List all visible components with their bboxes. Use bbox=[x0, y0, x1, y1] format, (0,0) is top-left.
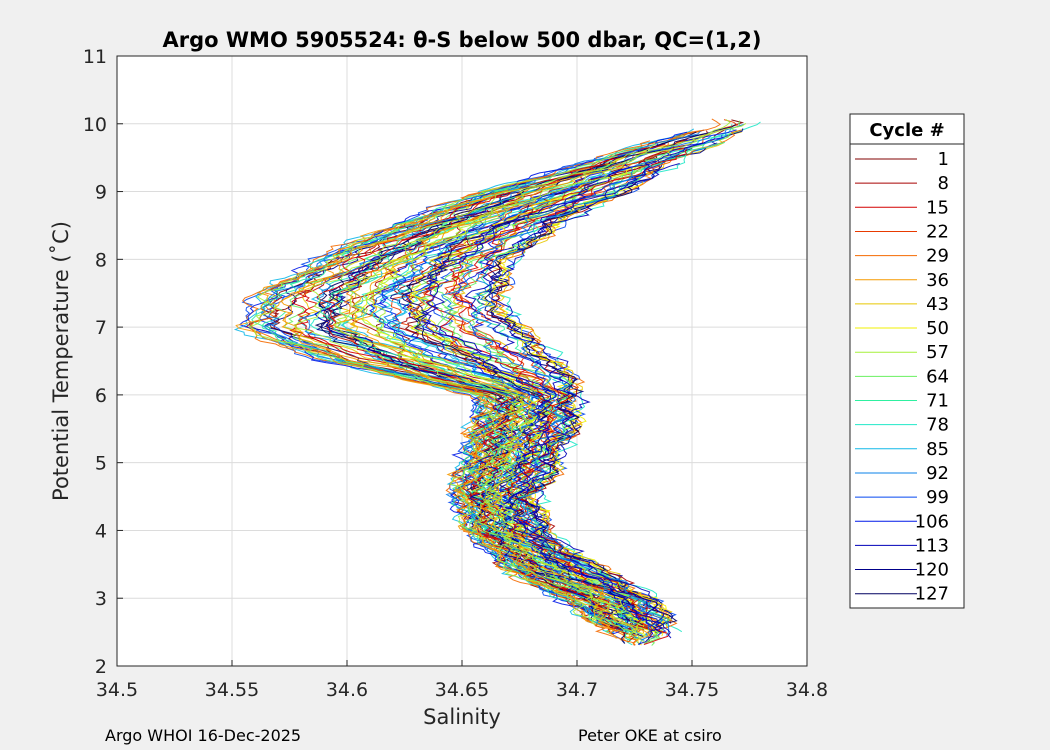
profile-line bbox=[294, 143, 657, 638]
legend: Cycle # 18152229364350576471788592991061… bbox=[849, 113, 965, 609]
legend-label: 64 bbox=[926, 366, 949, 387]
profile-line bbox=[350, 163, 644, 634]
y-tick-label: 7 bbox=[95, 317, 107, 339]
profile-line bbox=[374, 135, 712, 630]
legend-label: 78 bbox=[926, 415, 949, 436]
x-ticks: 34.5 34.55 34.6 34.65 34.7 34.75 34.8 bbox=[96, 660, 828, 701]
x-tick-label: 34.65 bbox=[435, 679, 489, 701]
legend-label: 1 bbox=[938, 149, 949, 170]
legend-label: 71 bbox=[926, 391, 949, 412]
legend-label: 29 bbox=[926, 246, 949, 267]
profile-line bbox=[238, 131, 688, 635]
y-tick-label: 9 bbox=[95, 182, 107, 204]
y-tick-label: 10 bbox=[83, 114, 107, 136]
x-tick-label: 34.8 bbox=[786, 679, 828, 701]
profile-curves bbox=[233, 118, 761, 646]
footer-right: Peter OKE at csiro bbox=[578, 726, 722, 745]
x-tick-label: 34.5 bbox=[96, 679, 138, 701]
y-tick-label: 5 bbox=[95, 453, 107, 475]
profile-line bbox=[480, 184, 667, 625]
y-tick-label: 3 bbox=[95, 588, 107, 610]
legend-label: 106 bbox=[915, 511, 949, 532]
x-tick-label: 34.55 bbox=[205, 679, 259, 701]
profile-line bbox=[291, 143, 666, 636]
y-tick-label: 11 bbox=[83, 46, 107, 68]
profile-line bbox=[280, 189, 612, 633]
x-tick-label: 34.7 bbox=[556, 679, 598, 701]
x-tick-label: 34.6 bbox=[326, 679, 368, 701]
profile-line bbox=[316, 210, 635, 637]
profile-line bbox=[401, 210, 644, 626]
x-axis-label: Salinity bbox=[423, 705, 501, 729]
legend-label: 99 bbox=[926, 487, 949, 508]
profile-line bbox=[440, 123, 745, 646]
legend-label: 50 bbox=[926, 318, 949, 339]
profile-line bbox=[314, 199, 629, 624]
legend-label: 127 bbox=[915, 584, 949, 605]
profile-line bbox=[332, 183, 645, 643]
legend-label: 43 bbox=[926, 294, 949, 315]
chart-title: Argo WMO 5905524: θ-S below 500 dbar, QC… bbox=[163, 28, 762, 52]
legend-label: 85 bbox=[926, 439, 949, 460]
legend-label: 8 bbox=[938, 173, 949, 194]
legend-label: 22 bbox=[926, 221, 949, 242]
legend-items: 1 8 15 22 29 36 43 50 57 64 71 78 85 92 99 106 113 120 127 bbox=[855, 149, 949, 605]
y-tick-label: 8 bbox=[95, 249, 107, 271]
profile-line bbox=[247, 155, 618, 626]
footer-left: Argo WHOI 16-Dec-2025 bbox=[105, 726, 301, 745]
legend-label: 92 bbox=[926, 463, 949, 484]
y-tick-label: 6 bbox=[95, 385, 107, 407]
legend-title: Cycle # bbox=[869, 120, 944, 141]
legend-label: 57 bbox=[926, 342, 949, 363]
profile-line bbox=[464, 160, 665, 625]
profile-line bbox=[361, 185, 641, 645]
y-axis-label: Potential Temperature (˚C) bbox=[49, 221, 73, 501]
legend-label: 15 bbox=[926, 197, 949, 218]
legend-label: 120 bbox=[915, 560, 949, 581]
y-tick-label: 4 bbox=[95, 520, 107, 542]
profile-line bbox=[489, 121, 761, 633]
profile-line bbox=[447, 148, 688, 645]
profile-line bbox=[421, 142, 706, 645]
legend-label: 113 bbox=[915, 535, 949, 556]
profile-line bbox=[362, 122, 747, 623]
y-tick-label: 2 bbox=[95, 656, 107, 678]
profile-line bbox=[472, 165, 670, 636]
legend-box bbox=[849, 113, 965, 609]
y-ticks: 2 3 4 5 6 7 8 9 10 11 bbox=[83, 46, 123, 678]
x-tick-label: 34.75 bbox=[665, 679, 719, 701]
legend-label: 36 bbox=[926, 270, 949, 291]
profile-line bbox=[251, 186, 617, 635]
